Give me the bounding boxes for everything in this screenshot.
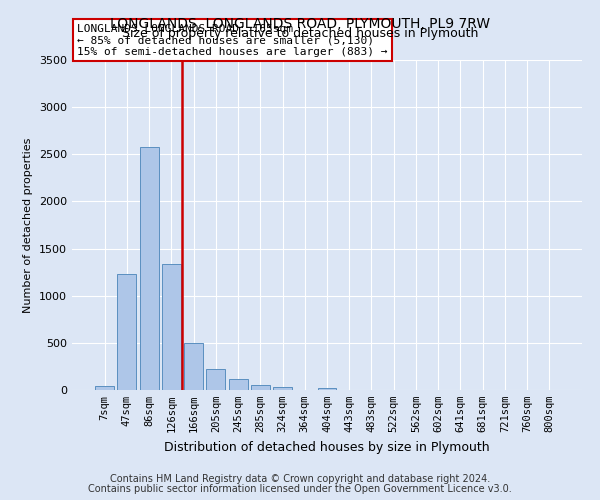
Bar (95, 386, 114, 390)
Text: Size of property relative to detached houses in Plymouth: Size of property relative to detached ho… (122, 28, 478, 40)
Bar (251, 385, 270, 390)
X-axis label: Distribution of detached houses by size in Plymouth: Distribution of detached houses by size … (164, 440, 490, 454)
Bar (118, 274, 136, 390)
Text: LONGLANDS LONGLANDS ROAD: 165sqm
← 85% of detached houses are smaller (5,130)
15: LONGLANDS LONGLANDS ROAD: 165sqm ← 85% o… (77, 24, 388, 56)
Bar (140, 146, 158, 390)
Text: LONGLANDS, LONGLANDS ROAD, PLYMOUTH, PL9 7RW: LONGLANDS, LONGLANDS ROAD, PLYMOUTH, PL9… (110, 18, 490, 32)
Text: Contains HM Land Registry data © Crown copyright and database right 2024.: Contains HM Land Registry data © Crown c… (110, 474, 490, 484)
Y-axis label: Number of detached properties: Number of detached properties (23, 138, 34, 312)
Bar (229, 379, 248, 390)
Bar (206, 369, 225, 390)
Text: Contains public sector information licensed under the Open Government Licence v3: Contains public sector information licen… (88, 484, 512, 494)
Bar (184, 343, 203, 390)
Bar (162, 264, 181, 390)
Bar (317, 388, 337, 390)
Bar (273, 387, 292, 390)
